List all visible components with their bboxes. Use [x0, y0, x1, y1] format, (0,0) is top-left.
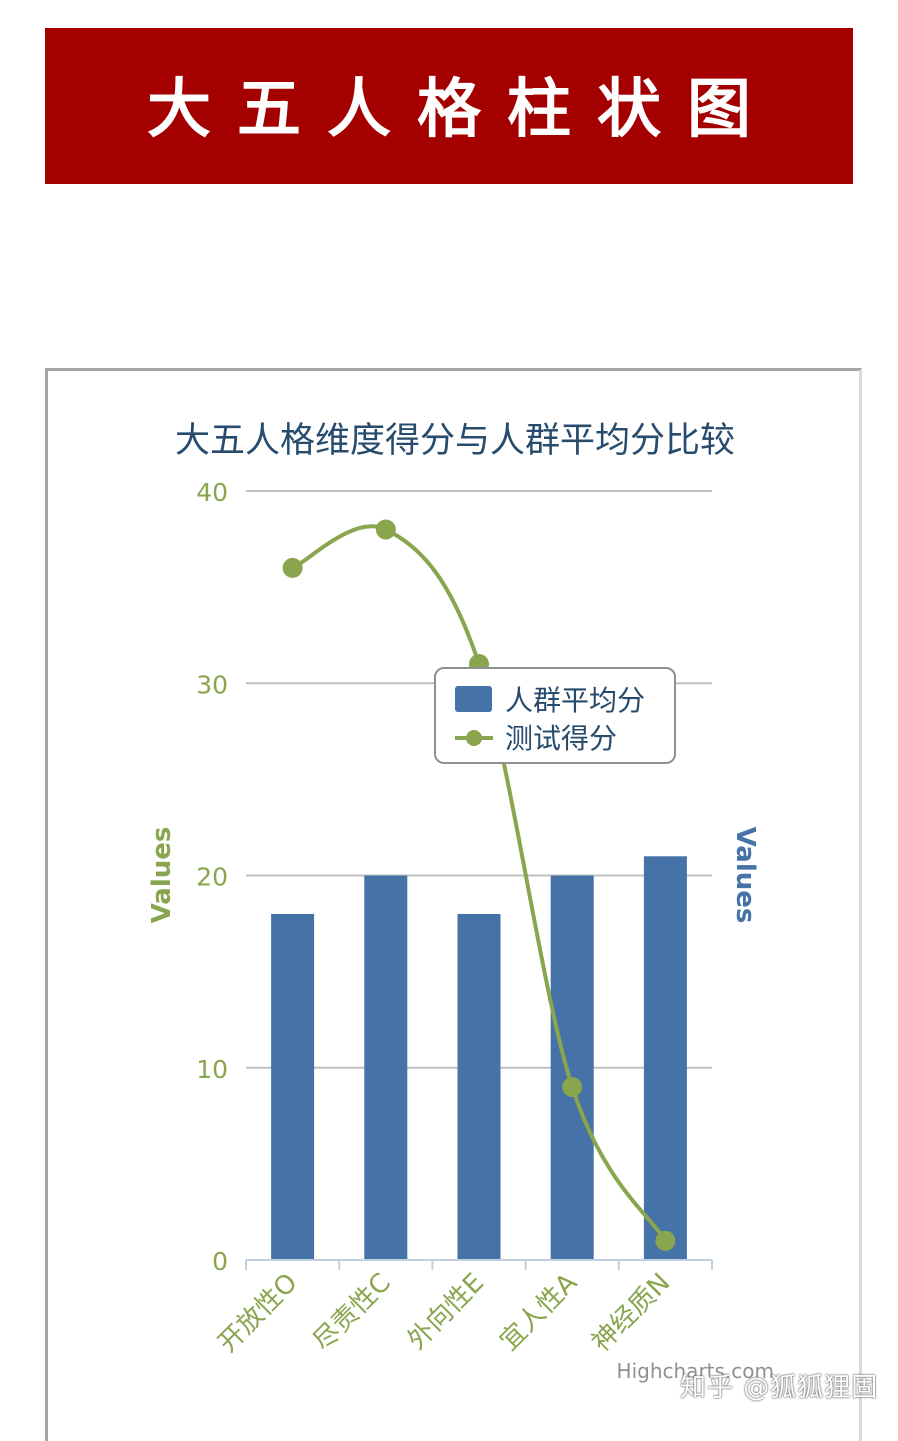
line-point[interactable]: [282, 557, 303, 578]
y-axis-ticks: 0 10 20 30 40: [196, 478, 228, 1276]
y-tick-label: 0: [212, 1247, 228, 1276]
legend-bar-label: 人群平均分: [505, 684, 645, 717]
y-tick-label: 40: [196, 478, 228, 507]
x-axis-labels: 开放性O 尽责性C 外向性E 宜人性A 神经质N: [213, 1268, 677, 1359]
legend-box: [434, 667, 676, 764]
credits-link[interactable]: Highcharts.com: [617, 1359, 774, 1383]
legend-line-marker: [466, 730, 482, 746]
line-point[interactable]: [375, 519, 396, 540]
x-tick-label: 神经质N: [586, 1268, 676, 1358]
chart-frame: [45, 368, 862, 1441]
title-banner: 大五人格柱状图: [45, 28, 853, 184]
x-tick-label: 宜人性A: [494, 1268, 583, 1357]
bar[interactable]: [457, 913, 501, 1260]
y-tick-label: 30: [196, 670, 228, 699]
legend-line-label: 测试得分: [505, 722, 617, 755]
x-tick-label: 外向性E: [402, 1268, 490, 1356]
y-axis-label-left: Values: [147, 827, 177, 924]
bar[interactable]: [364, 875, 408, 1261]
banner-title: 大五人格柱状图: [147, 73, 777, 147]
bar[interactable]: [271, 913, 315, 1260]
legend-bar-swatch: [455, 686, 492, 712]
x-tick-label: 尽责性C: [308, 1268, 397, 1357]
bar[interactable]: [550, 875, 594, 1261]
y-axis-label-right: Values: [730, 827, 760, 924]
bar[interactable]: [643, 856, 687, 1260]
x-axis: [245, 1259, 713, 1270]
x-tick-label: 开放性O: [213, 1268, 304, 1359]
watermark: 知乎 @狐狐狸固: [680, 1373, 879, 1403]
y-tick-label: 10: [196, 1055, 228, 1084]
line-point[interactable]: [655, 1230, 676, 1251]
line-point[interactable]: [562, 1076, 583, 1097]
bar-series: [271, 856, 687, 1260]
y-tick-label: 20: [196, 863, 228, 892]
chart-title: 大五人格维度得分与人群平均分比较: [175, 421, 735, 461]
legend[interactable]: 人群平均分 测试得分: [434, 667, 676, 764]
